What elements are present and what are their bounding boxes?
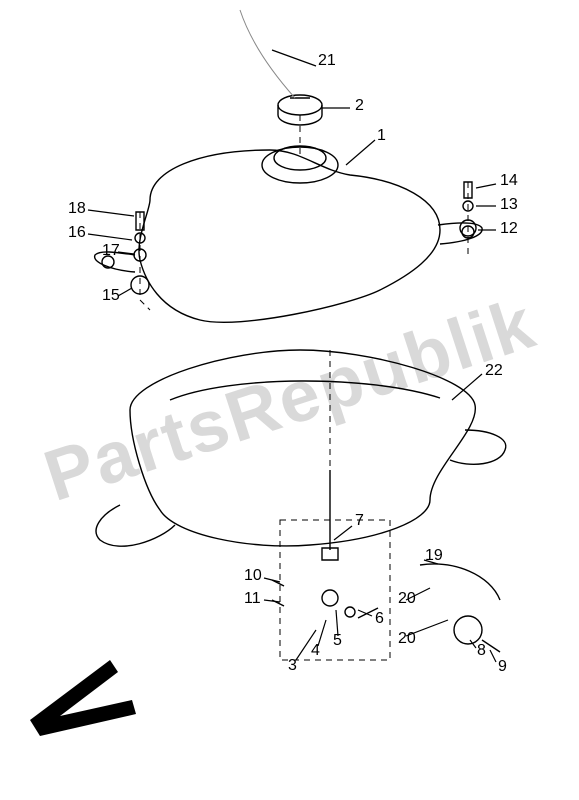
view-direction-arrow [30,660,136,736]
callout-20: 20 [398,590,416,608]
callout-2: 2 [355,97,364,115]
callout-16: 16 [68,224,86,242]
tray-ear-right [450,430,506,464]
diagram-svg [0,0,579,800]
fuel-hose [420,564,500,600]
callout-5: 5 [333,632,342,650]
callout-8: 8 [477,642,486,660]
callout-6: 6 [375,610,384,628]
callout-11: 11 [244,590,261,608]
callout-12: 12 [500,220,518,238]
callout-17: 17 [102,242,120,260]
callout-9: 9 [498,658,507,676]
tray-outline [130,350,475,546]
callout-1: 1 [377,127,386,145]
callout-3: 3 [288,657,297,675]
callout-19: 19 [425,547,443,565]
fuel-joint [454,616,482,644]
callout-20b: 20 [398,630,416,648]
callout-7: 7 [355,512,364,530]
tank-outline [139,150,440,322]
breather-hose [240,10,295,98]
callout-22: 22 [485,362,503,380]
callout-18: 18 [68,200,86,218]
valve-knob [322,590,338,606]
valve-washer [345,607,355,617]
callout-14: 14 [500,172,518,190]
tray-inner-ridge [170,381,440,400]
diagram-stage: PartsRepublik [0,0,579,800]
callout-15: 15 [102,287,120,305]
callout-21: 21 [318,52,336,70]
callout-4: 4 [311,642,320,660]
callout-13: 13 [500,196,518,214]
callout-10: 10 [244,567,262,585]
tray-ear-left [96,505,175,546]
